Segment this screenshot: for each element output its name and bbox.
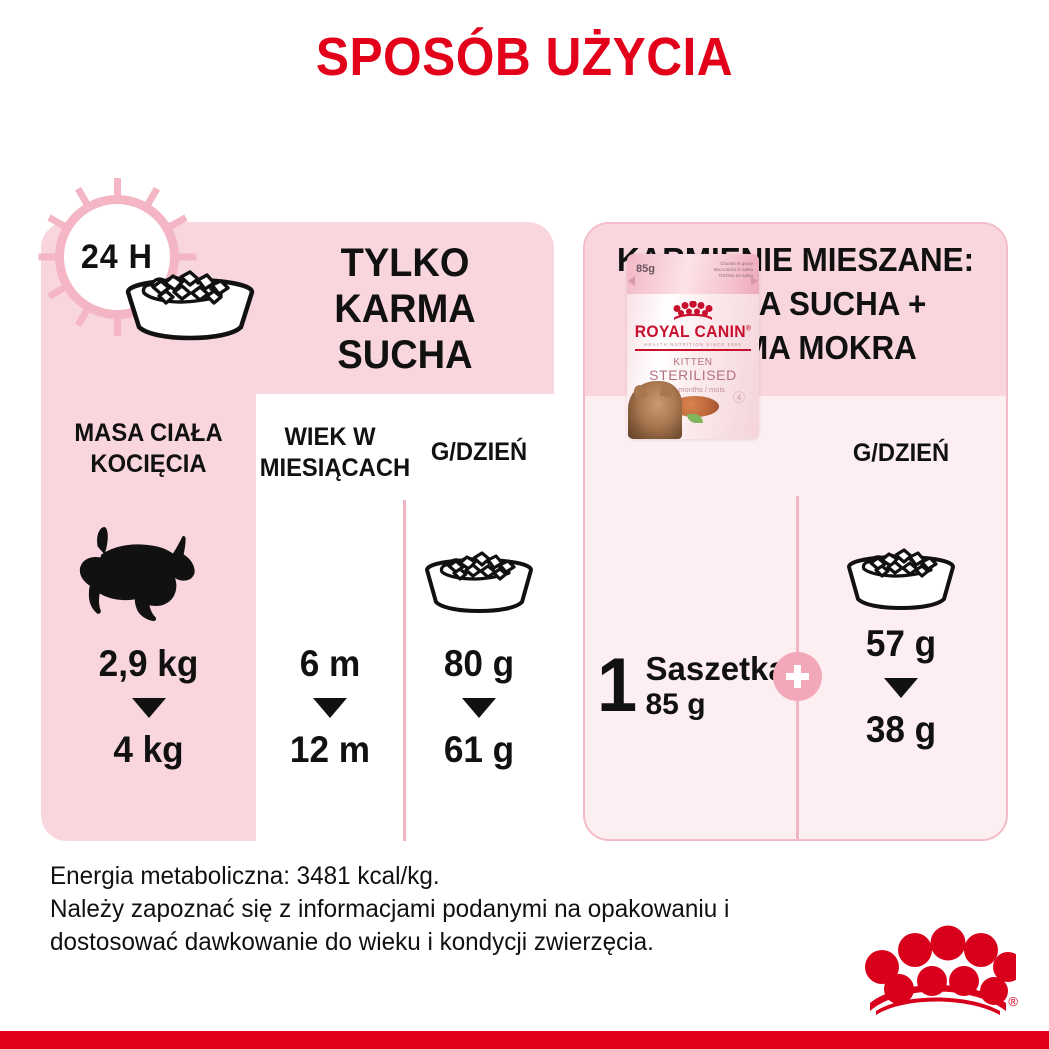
bodyweight-to: 4 kg — [113, 729, 184, 770]
pouch-registered-mark: ® — [746, 325, 752, 333]
sachet-text: Saszetka 85 g — [646, 650, 787, 723]
header-line-2: MIESIĄCACH — [259, 454, 411, 482]
header-line-2: KOCIĘCIA — [90, 450, 207, 478]
header-food-bowl-icon — [110, 252, 270, 344]
arrow-down-icon — [884, 678, 918, 698]
arrow-down-icon — [313, 698, 347, 718]
plus-icon — [773, 652, 822, 701]
bodyweight-from: 2,9 kg — [98, 643, 199, 684]
pouch-notch-left-icon — [628, 276, 635, 286]
clock-label: 24 H — [80, 237, 154, 276]
age-to: 12 m — [289, 729, 371, 770]
pouch-microcopy-line-1: Chunks in gravy — [720, 261, 753, 266]
sachet-label: Saszetka — [645, 649, 787, 687]
footnote: Energia metaboliczna: 3481 kcal/kg. Nale… — [50, 860, 758, 959]
mixed-grams-values: 57 g 38 g — [796, 624, 1006, 750]
footnote-energy: Energia metaboliczna: 3481 kcal/kg. — [50, 862, 440, 890]
food-bowl-icon — [826, 519, 976, 619]
column-divider — [403, 500, 406, 841]
column-age-header: WIEK W MIESIĄCACH — [259, 422, 411, 484]
header-line-1: MASA CIAŁA — [74, 419, 223, 447]
header-line-1: G/DZIEŃ — [430, 438, 528, 466]
header-line-1: WIEK W — [284, 423, 376, 451]
kitten-silhouette-icon — [41, 518, 256, 628]
dry-title-line-2: KARMA — [334, 287, 476, 331]
sachet-quantity: 1 Saszetka 85 g — [587, 648, 796, 724]
pouch-brand-text: ROYAL CANIN — [634, 323, 747, 341]
pouch-range-name: KITTEN STERILISED — [627, 356, 759, 382]
pouch-divider-rule — [635, 349, 751, 351]
dry-title-line-1: TYLKO — [340, 241, 470, 285]
pouch-range-line-2: STERILISED — [649, 367, 737, 383]
pouch-age-range: 6-12 months / mois — [661, 385, 725, 394]
arrow-down-icon — [131, 698, 166, 718]
pouch-crown-icon — [669, 300, 717, 321]
footnote-advice: Należy zapoznać się z informacjami podan… — [50, 895, 730, 956]
mixed-grams-header: G/DZIEŃ — [852, 439, 950, 467]
mixed-grams-from: 57 g — [865, 623, 937, 664]
mixed-panel-title: KARMIENIE MIESZANE: KARMA SUCHA + KARMA … — [596, 238, 996, 370]
pouch-leaf-icon — [687, 414, 703, 423]
pouch-microcopy-line-3: Trozitos en salsa — [718, 273, 753, 278]
pouch-brand-name: ROYAL CANIN® — [630, 323, 755, 342]
pouch-product-icon: 85g Chunks in gravy Bocconcini in salsa … — [627, 254, 759, 439]
arrow-down-icon — [462, 698, 496, 718]
grams-to: 61 g — [443, 729, 515, 770]
column-bodyweight-header: MASA CIAŁA KOCIĘCIA — [46, 418, 250, 480]
grams-values: 80 g 61 g — [404, 644, 554, 770]
bottom-red-bar — [0, 1031, 1049, 1049]
pouch-top-band — [627, 254, 759, 294]
mixed-feeding-panel: KARMIENIE MIESZANE: KARMA SUCHA + KARMA … — [583, 222, 1008, 841]
clock-tick-icon — [113, 178, 121, 197]
pouch-notch-right-icon — [751, 276, 758, 286]
dry-panel-title: TYLKO KARMA SUCHA — [263, 240, 546, 378]
age-from: 6 m — [299, 643, 361, 684]
pouch-tagline: HEALTH NUTRITION SINCE 1968 — [644, 342, 742, 347]
registered-mark: ® — [1008, 994, 1018, 1009]
food-bowl-icon — [404, 522, 554, 622]
pouch-microcopy: Chunks in gravy Bocconcini in salsa Troz… — [714, 261, 753, 279]
dry-title-line-3: SUCHA — [337, 333, 473, 377]
sachet-weight: 85 g — [645, 687, 706, 721]
royal-canin-crown-logo: ® — [856, 905, 1023, 1015]
pouch-food-photo — [671, 396, 719, 417]
pouch-range-line-1: KITTEN — [673, 357, 713, 368]
dry-food-panel: TYLKO KARMA SUCHA MASA CIAŁA KOCIĘCIA 2,… — [41, 222, 554, 841]
age-values: 6 m 12 m — [256, 644, 404, 770]
page-title: SPOSÓB UŻYCIA — [315, 27, 734, 87]
grams-from: 80 g — [443, 643, 515, 684]
pouch-weight: 85g — [636, 263, 655, 275]
mixed-grams-to: 38 g — [865, 709, 937, 750]
column-grams-header: G/DZIEŃ — [408, 437, 551, 468]
bodyweight-values: 2,9 kg 4 kg — [41, 644, 256, 770]
pouch-kitten-photo — [628, 381, 682, 439]
pouch-badge: 4 — [733, 391, 745, 403]
pouch-microcopy-line-2: Bocconcini in salsa — [713, 267, 753, 272]
sachet-count: 1 — [597, 643, 638, 728]
